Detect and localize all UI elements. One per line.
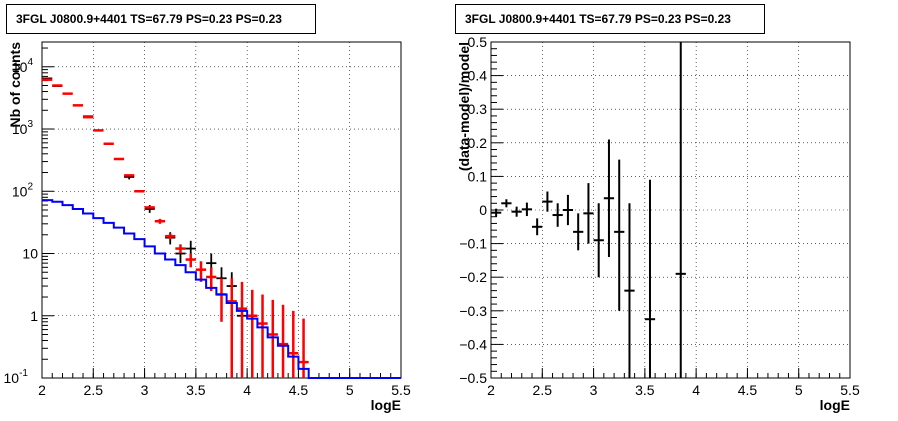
model-step-line — [42, 199, 401, 379]
x-tick-label: 4.5 — [738, 382, 758, 398]
residual-chart-panel: 2 2.5 3 3.5 4 4.5 5 5.5 −0.5 −0.4 −0.3 −0.2 −0.1 0 0.1… — [449, 0, 898, 421]
x-tick-label: 5.5 — [840, 382, 860, 398]
chart-title: 3FGL J0800.9+4401 TS=67.79 PS=0.23 PS=0.… — [455, 4, 765, 34]
counts-chart: 2 2.5 3 3.5 4 4.5 5 5.5 10-1 1 10 102 103 104 logE Nb o… — [4, 41, 411, 413]
y-tick-label: 0.5 — [468, 34, 488, 50]
y-tick-label: 0.2 — [468, 135, 488, 151]
x-tick-label: 2 — [38, 382, 46, 398]
x-tick-label: 3 — [141, 382, 149, 398]
y-tick-label: 0.1 — [468, 168, 488, 184]
y-axis-title: Nb of counts — [7, 42, 23, 128]
y-tick-label: 10-1 — [4, 368, 29, 386]
y-tick-label: 0.4 — [468, 68, 488, 84]
y-tick-label: 1 — [30, 308, 38, 324]
x-tick-label: 4 — [243, 382, 251, 398]
x-tick-label: 3.5 — [635, 382, 655, 398]
x-tick-label: 4 — [692, 382, 700, 398]
x-tick-label: 5 — [346, 382, 354, 398]
chart-title: 3FGL J0800.9+4401 TS=67.79 PS=0.23 PS=0.… — [6, 4, 316, 34]
x-tick-label: 5.5 — [391, 382, 411, 398]
y-tick-label: 104 — [12, 57, 34, 75]
residual-chart: 2 2.5 3 3.5 4 4.5 5 5.5 −0.5 −0.4 −0.3 −0.2 −0.1 0 0.1… — [456, 34, 860, 413]
x-tick-label: 5 — [795, 382, 803, 398]
y-axis-title: (data-model)/model — [456, 42, 472, 171]
x-tick-label: 2.5 — [533, 382, 553, 398]
x-tick-label: 2 — [487, 382, 495, 398]
y-tick-label: 103 — [12, 119, 34, 137]
x-tick-label: 3.5 — [186, 382, 206, 398]
plot-frame — [490, 41, 851, 379]
y-tick-label: −0.2 — [459, 269, 487, 285]
y-tick-label: 0.3 — [468, 101, 488, 117]
x-tick-label: 4.5 — [289, 382, 309, 398]
x-tick-label: 2.5 — [84, 382, 104, 398]
x-tick-label: 3 — [590, 382, 598, 398]
y-tick-label: −0.4 — [459, 336, 487, 352]
counts-chart-panel: 2 2.5 3 3.5 4 4.5 5 5.5 10-1 1 10 102 103 104 logE Nb o… — [4, 4, 411, 413]
y-tick-label: 102 — [12, 181, 34, 199]
x-axis-title: logE — [371, 397, 401, 413]
plot-frame — [41, 41, 402, 379]
y-tick-label: 10 — [22, 246, 38, 262]
x-axis-title: logE — [820, 397, 850, 413]
y-tick-label: 0 — [479, 202, 487, 218]
y-tick-label: −0.5 — [459, 370, 487, 386]
y-tick-label: −0.1 — [459, 236, 487, 252]
y-tick-label: −0.3 — [459, 303, 487, 319]
